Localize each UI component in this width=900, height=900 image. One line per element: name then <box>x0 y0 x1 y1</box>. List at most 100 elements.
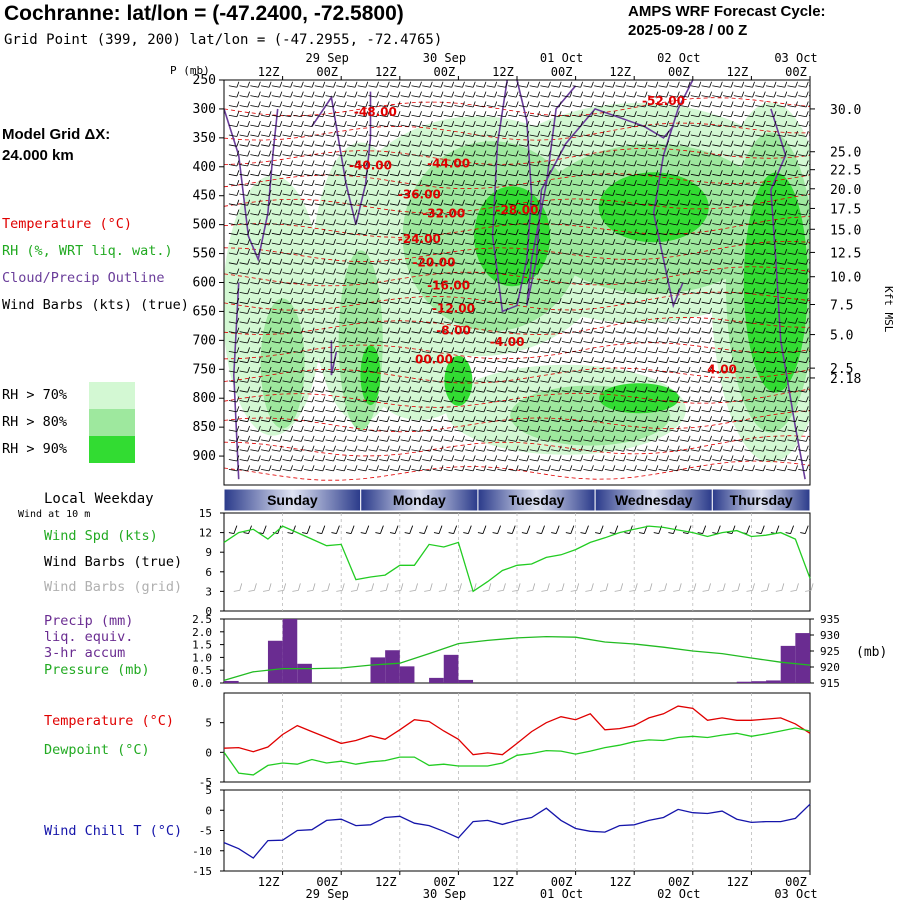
wind-barb-flag <box>333 278 336 285</box>
wind-barb <box>733 95 742 98</box>
wind-barb-flag <box>300 268 304 275</box>
wind-barb-flag <box>354 150 358 157</box>
wind-barb <box>422 144 431 147</box>
wind-barb-flag <box>515 347 519 353</box>
wind-barb-flag <box>537 376 541 383</box>
time-tick-label-top: 12Z <box>492 65 514 79</box>
wind-barb <box>594 400 603 403</box>
wind-barb-flag <box>462 465 465 472</box>
wind-barb-flag <box>655 278 659 285</box>
wind-barb-flag <box>591 406 594 413</box>
wind-barb <box>765 164 775 167</box>
wind-barb <box>486 449 495 452</box>
wind-barb-flag <box>773 130 777 137</box>
wind-barb <box>572 262 581 265</box>
wind-barb <box>572 291 581 295</box>
wind-barb-flag <box>462 416 465 422</box>
wind-barb-flag <box>784 386 788 393</box>
wind-barb-flag <box>343 376 347 383</box>
wind-barb <box>744 272 753 275</box>
wind-barb-flag <box>784 347 788 353</box>
wind-barb <box>744 105 753 108</box>
wind-barb-flag <box>419 366 422 373</box>
wind-barb-flag <box>279 465 283 472</box>
wind-barb <box>776 370 785 373</box>
wind-barb <box>400 439 409 442</box>
wind-barb-flag <box>795 425 798 432</box>
wind-barb <box>529 124 538 128</box>
wind-barb-flag <box>365 278 369 285</box>
wind-barb-flag <box>741 298 745 304</box>
wind-barb <box>368 85 377 88</box>
wind-barb-flag <box>558 317 562 324</box>
wind-barb <box>637 380 646 383</box>
wind-barb-true <box>389 532 396 535</box>
wind-barb <box>626 164 635 167</box>
wind-barb-flag <box>655 416 659 422</box>
wind-barb-flag <box>376 435 379 442</box>
wind-barb <box>271 311 280 314</box>
wind-barb <box>594 272 603 275</box>
wind-barb <box>669 154 678 157</box>
wind-barb-flag <box>429 406 433 413</box>
wind-barb-flag <box>451 406 455 413</box>
wind-barb <box>486 400 495 403</box>
wind-barb <box>637 164 646 167</box>
wind-barb-flag <box>709 229 712 235</box>
wind-barb-flag <box>472 278 476 285</box>
wind-barb <box>400 252 409 255</box>
wind-barb <box>368 223 377 226</box>
wind-barb <box>529 232 538 236</box>
wind-barb-flag <box>687 150 691 157</box>
wind-barb-flag <box>429 91 433 98</box>
wind-barb-flag <box>472 101 476 108</box>
wind-barb-flag <box>644 160 648 167</box>
wind-barb-flag <box>612 455 616 462</box>
wind-barb-flag <box>429 101 433 108</box>
wind-barb <box>454 311 463 314</box>
wind-barb-flag <box>644 140 648 147</box>
wind-barb <box>798 164 807 167</box>
pressure-tick-label: 750 <box>193 362 216 377</box>
wind-barb <box>432 439 442 442</box>
wind-barb <box>346 173 356 177</box>
wind-speed-label: Wind Spd (kts) <box>44 528 158 544</box>
wind-barb-flag <box>741 317 745 324</box>
wind-barb <box>658 213 667 216</box>
pressure-line <box>223 635 811 682</box>
wind-barb-flag <box>623 327 627 334</box>
rh-key-90-swatch <box>89 436 135 463</box>
wind-barb <box>561 360 571 364</box>
wind-barb <box>443 203 452 206</box>
wind-barb-flag <box>257 209 261 216</box>
wind-barb <box>422 272 431 275</box>
wind-barb-flag <box>762 278 766 285</box>
wind-barb-flag <box>730 288 734 294</box>
wind-barb <box>701 154 710 157</box>
wind-barb-flag <box>333 91 336 98</box>
wind-barb-flag <box>451 219 455 226</box>
wind-barb <box>561 95 571 98</box>
wind-barb <box>680 409 689 413</box>
wind-barb-flag <box>698 120 702 127</box>
wind-barb-flag <box>268 189 272 196</box>
wind-barb <box>454 291 463 295</box>
wind-barb-flag <box>462 317 465 324</box>
wind-barb <box>357 183 366 187</box>
wind-barb-flag <box>537 140 541 147</box>
wind-barb <box>787 164 796 167</box>
wind-barb <box>615 409 624 413</box>
wind-barb <box>551 272 560 275</box>
wind-barb <box>594 223 603 226</box>
wind-barb-flag <box>537 317 541 324</box>
wind-barb <box>658 95 667 98</box>
wind-barb <box>551 105 560 108</box>
wind-barb-flag <box>322 406 326 413</box>
wind-barb <box>314 95 323 98</box>
wind-barb-flag <box>376 268 379 275</box>
wind-barb <box>787 409 796 413</box>
wind-barb-flag <box>462 327 465 334</box>
wind-barb-flag <box>676 307 680 314</box>
wind-barb <box>561 311 571 314</box>
wind-barb <box>798 105 807 108</box>
